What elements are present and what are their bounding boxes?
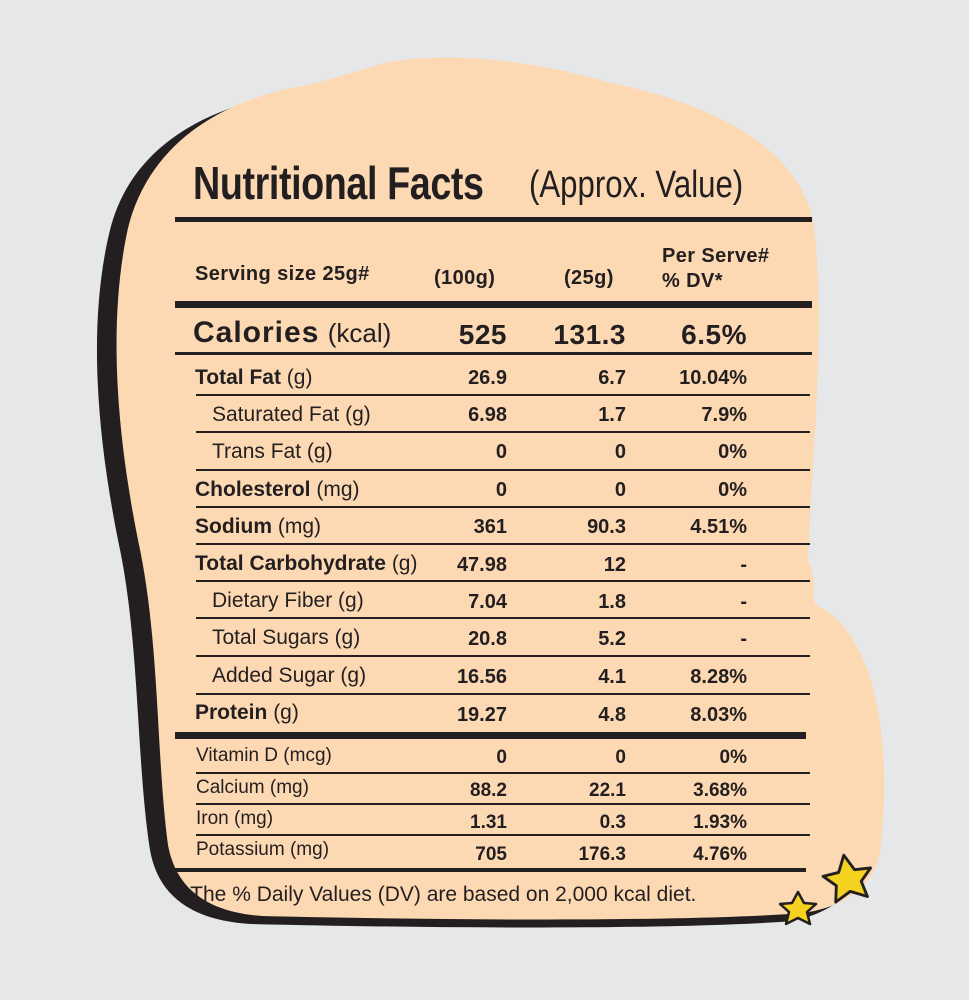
row-100g: 705 <box>475 844 507 865</box>
row-100g: 88.2 <box>470 780 507 801</box>
serving-size-header: Serving size 25g# <box>195 263 370 285</box>
page-title: Nutritional Facts <box>193 157 484 209</box>
row-label: Sodium (mg) <box>195 515 322 538</box>
row-divider <box>196 543 810 545</box>
row-25g: 4.1 <box>598 666 626 688</box>
star-icon <box>821 853 873 904</box>
calories-label: Calories (kcal) <box>193 318 391 348</box>
col-25g-header: (25g) <box>564 267 614 289</box>
row-25g: 0 <box>615 747 626 768</box>
row-dv: 3.68% <box>693 780 747 801</box>
row-divider <box>196 803 810 805</box>
title-block: Nutritional Facts (Approx. Value) <box>193 157 743 209</box>
row-label: Protein (g) <box>195 701 299 724</box>
row-dv: 4.76% <box>693 844 747 865</box>
row-100g: 0 <box>495 479 507 501</box>
row-25g: 6.7 <box>598 367 626 389</box>
title-rule <box>175 217 812 222</box>
star-icon <box>778 890 818 926</box>
panel-fill <box>116 57 885 920</box>
row-25g: 90.3 <box>587 516 626 538</box>
row-dv: - <box>740 628 747 650</box>
row-dv: 0% <box>718 479 747 501</box>
row-100g: 0 <box>496 747 507 768</box>
header-rule <box>175 301 812 308</box>
row-divider <box>196 617 810 619</box>
row-100g: 361 <box>473 516 507 538</box>
row-divider <box>196 580 810 582</box>
row-label: Total Sugars (g) <box>212 626 361 649</box>
row-25g: 5.2 <box>598 628 626 650</box>
row-100g: 47.98 <box>456 554 507 576</box>
calories-rule <box>175 352 812 355</box>
row-25g: 1.7 <box>598 404 626 426</box>
row-25g: 4.8 <box>598 704 626 726</box>
row-dv: 8.28% <box>690 666 747 688</box>
row-100g: 1.31 <box>470 812 507 833</box>
row-100g: 6.98 <box>468 404 507 426</box>
row-25g: 12 <box>603 554 626 576</box>
row-dv: - <box>740 591 747 613</box>
row-dv: 0% <box>719 747 747 768</box>
footnote: *The % Daily Values (DV) are based on 2,… <box>182 883 697 906</box>
row-divider <box>196 693 810 695</box>
row-dv: 7.9% <box>701 404 747 426</box>
calories-dv: 6.5% <box>681 319 747 350</box>
row-label: Potassium (mg) <box>196 839 330 860</box>
row-dv: - <box>740 554 747 576</box>
calories-25g: 131.3 <box>553 319 626 350</box>
row-dv: 0% <box>718 441 747 463</box>
row-label: Total Carbohydrate (g) <box>195 552 418 575</box>
row-label: Iron (mg) <box>196 808 274 829</box>
row-label: Total Fat (g) <box>195 366 313 389</box>
row-25g: 0 <box>614 479 626 501</box>
row-divider <box>196 506 810 508</box>
row-100g: 16.56 <box>456 666 507 688</box>
row-divider <box>196 431 810 433</box>
row-25g: 0.3 <box>599 812 626 833</box>
row-25g: 0 <box>614 441 626 463</box>
micros-rule <box>175 732 806 739</box>
row-25g: 176.3 <box>578 844 626 865</box>
row-dv: 4.51% <box>690 516 747 538</box>
calories-unit: (kcal) <box>327 318 392 348</box>
row-dv: 1.93% <box>693 812 747 833</box>
row-dv: 10.04% <box>679 367 747 389</box>
page-subtitle: (Approx. Value) <box>529 164 744 206</box>
row-label: Added Sugar (g) <box>212 664 367 687</box>
row-dv: 8.03% <box>690 704 747 726</box>
row-label: Cholesterol (mg) <box>195 478 360 501</box>
row-100g: 19.27 <box>456 704 507 726</box>
row-25g: 22.1 <box>589 780 626 801</box>
col-dv-header-line2: % DV* <box>662 270 723 292</box>
row-100g: 7.04 <box>468 591 507 613</box>
row-divider <box>196 772 810 774</box>
row-label: Saturated Fat (g) <box>212 403 371 426</box>
col-dv-header-line1: Per Serve# <box>662 245 770 267</box>
row-label: Vitamin D (mcg) <box>196 745 332 766</box>
col-100g-header: (100g) <box>434 267 496 289</box>
row-label: Trans Fat (g) <box>212 440 333 463</box>
row-100g: 0 <box>495 441 507 463</box>
calories-100g: 525 <box>458 319 507 350</box>
row-100g: 20.8 <box>468 628 507 650</box>
row-divider <box>196 655 810 657</box>
row-divider <box>196 834 810 836</box>
row-label: Dietary Fiber (g) <box>212 589 364 612</box>
row-25g: 1.8 <box>598 591 626 613</box>
row-divider <box>196 469 810 471</box>
calories-name: Calories <box>193 316 320 349</box>
footer-rule <box>175 868 806 872</box>
row-label: Calcium (mg) <box>196 777 309 798</box>
row-100g: 26.9 <box>468 367 507 389</box>
row-divider <box>196 394 810 396</box>
